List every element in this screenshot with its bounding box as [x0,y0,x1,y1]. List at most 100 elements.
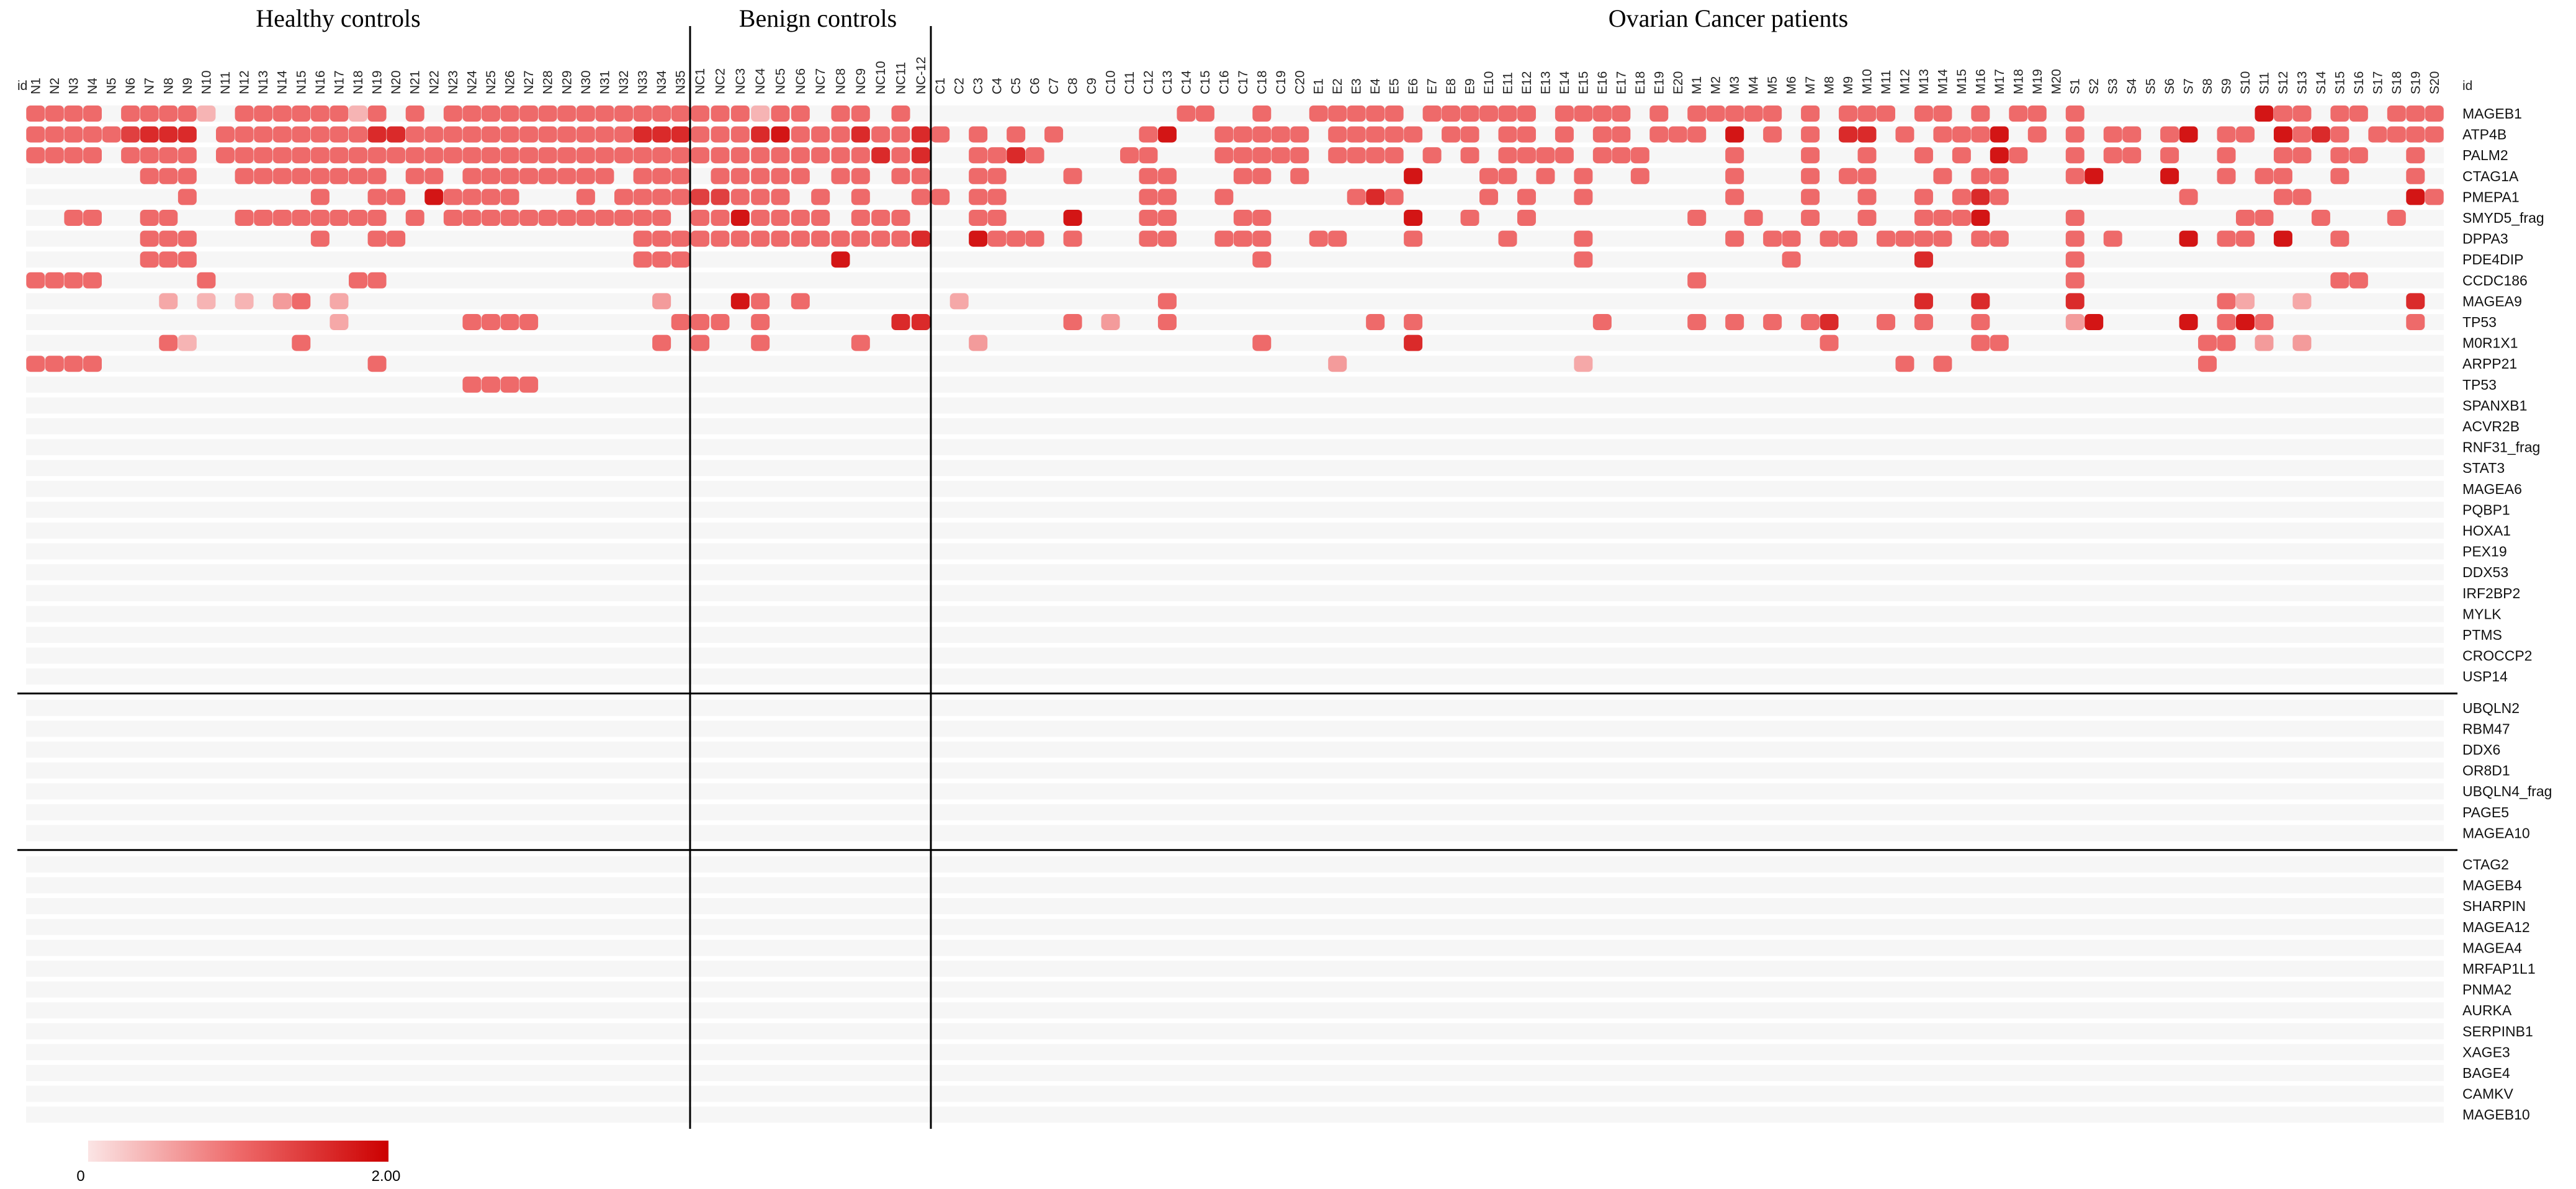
heatmap-cell [730,147,750,164]
heatmap-cell [1404,126,1423,143]
row-label: PEX19 [2462,544,2507,560]
heatmap-cell [871,126,891,143]
heatmap-cell [1044,126,1064,143]
heatmap-cell [2425,105,2444,122]
heatmap-cell [931,126,950,143]
column-label: N16 [313,70,328,94]
column-label: C4 [990,78,1005,94]
heatmap-cell [1839,105,1858,122]
heatmap-cell [387,189,406,205]
row-label: CTAG1A [2462,168,2519,184]
heatmap-cell [1404,334,1423,351]
row-label: UBQLN4_frag [2462,783,2552,799]
column-label: E15 [1576,71,1591,94]
heatmap-cell [1555,147,1574,164]
column-label: S19 [2408,71,2423,94]
heatmap-cell [45,356,64,372]
row-stripe [26,397,2444,414]
heatmap-cell [1517,147,1536,164]
column-label: N4 [86,78,100,94]
heatmap-cell [1971,314,1990,330]
heatmap-cell [272,105,292,122]
column-label: C8 [1066,78,1080,94]
heatmap-cell [1820,314,1839,330]
heatmap-cell [2065,210,2085,226]
column-label: M11 [1879,70,1893,94]
heatmap-cell [272,210,292,226]
heatmap-cell [387,147,406,164]
column-label: E11 [1501,72,1515,94]
heatmap-cell [1895,230,1914,247]
heatmap-cell [235,147,254,164]
heatmap-cell [1744,105,1763,122]
heatmap-cell [1498,168,1517,184]
heatmap-cell [576,189,595,205]
heatmap-cell [751,293,770,310]
heatmap-cell [1007,230,1026,247]
heatmap-cell [1025,147,1044,164]
heatmap-cell [2217,168,2236,184]
heatmap-cell [1404,230,1423,247]
row-label: USP14 [2462,668,2508,684]
heatmap-cell [871,147,891,164]
heatmap-cell [730,189,750,205]
heatmap-cell [482,189,500,205]
heatmap-cell [1933,356,1952,372]
row-label: PAGE5 [2462,804,2509,820]
heatmap-cell [1479,189,1499,205]
heatmap-cell [1895,126,1914,143]
heatmap-cell [557,147,577,164]
column-label: N9 [181,78,195,94]
heatmap-cell [159,230,178,247]
row-label: RBM47 [2462,720,2510,737]
heatmap-cell [1025,230,1044,247]
heatmap-cell [1120,147,1139,164]
heatmap-cell [791,168,810,184]
heatmap-cell [197,105,216,122]
heatmap-cell [1157,293,1177,310]
heatmap-cell [851,230,870,247]
heatmap-cell [1139,147,1158,164]
heatmap-cell [1536,147,1555,164]
column-label: C1 [933,78,948,94]
column-label: M17 [1993,69,2007,94]
heatmap-cell [216,126,235,143]
heatmap-cell [691,334,710,351]
heatmap-cell [691,126,710,143]
group-title-healthy: Healthy controls [256,4,421,32]
heatmap-cell [2292,105,2312,122]
column-label: E17 [1614,71,1628,94]
heatmap-cell [121,126,140,143]
column-label: N32 [617,70,631,94]
heatmap-cell [1952,189,1971,205]
heatmap-cell [1063,314,1082,330]
heatmap-cell [1990,126,2009,143]
column-label: S17 [2371,71,2385,94]
heatmap-cell [851,334,870,351]
heatmap-cell [595,147,614,164]
heatmap-cell [1442,126,1461,143]
heatmap-cell [1876,105,1895,122]
row-stripe [26,961,2444,977]
row-label: MAGEA12 [2462,919,2530,935]
heatmap-cell [595,105,614,122]
heatmap-cell [1101,314,1120,330]
heatmap-cell [292,105,311,122]
row-label: OR8D1 [2462,763,2510,779]
heatmap-cell [1479,105,1499,122]
column-label: C6 [1028,78,1043,94]
row-stripe [26,480,2444,497]
heatmap-cell [1328,147,1347,164]
heatmap-cell [1971,230,1990,247]
heatmap-cell [576,105,595,122]
heatmap-cell [1290,147,1309,164]
column-label: NC11 [894,62,909,94]
heatmap-cell [771,230,790,247]
heatmap-cell [310,189,330,205]
heatmap-cell [159,293,178,310]
heatmap-cell [614,126,633,143]
row-label: SERPINB1 [2462,1023,2533,1039]
row-label: DDX53 [2462,564,2508,580]
heatmap-cell [987,168,1007,184]
heatmap-cell [1857,210,1877,226]
